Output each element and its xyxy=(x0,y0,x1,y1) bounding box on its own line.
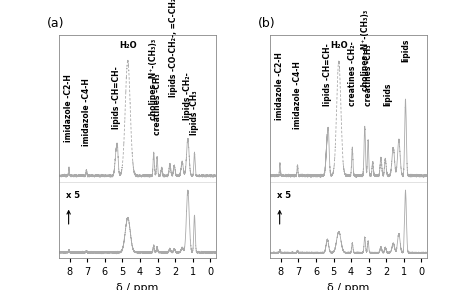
Text: H₂O: H₂O xyxy=(330,41,348,50)
X-axis label: δ / ppm: δ / ppm xyxy=(327,283,370,290)
Text: x 5: x 5 xyxy=(276,191,291,200)
Text: (b): (b) xyxy=(258,17,275,30)
Text: cholines -N⁺-(CH₃)₃: cholines -N⁺-(CH₃)₃ xyxy=(149,38,158,120)
Text: lipids -CH₃: lipids -CH₃ xyxy=(191,91,200,135)
Text: (a): (a) xyxy=(47,17,64,30)
Text: creatines -CH₃: creatines -CH₃ xyxy=(364,45,373,106)
Text: imidazole -C2-H: imidazole -C2-H xyxy=(275,52,284,120)
Text: creatines -CH₂-: creatines -CH₂- xyxy=(348,41,357,106)
Text: lipids -CO-CH₂-, =C-CH₂-C=: lipids -CO-CH₂-, =C-CH₂-C= xyxy=(169,0,178,97)
Text: lipids -CH₂-: lipids -CH₂- xyxy=(183,72,192,120)
Text: lipids: lipids xyxy=(383,83,392,106)
Text: lipids -CH=CH-: lipids -CH=CH- xyxy=(112,66,121,128)
Text: creatines -CH₃: creatines -CH₃ xyxy=(153,74,162,135)
Text: imidazole -C4-H: imidazole -C4-H xyxy=(82,79,91,146)
Text: x 5: x 5 xyxy=(65,191,80,200)
Text: H₂O: H₂O xyxy=(119,41,137,50)
Text: cholines -N⁺-(CH₃)₃: cholines -N⁺-(CH₃)₃ xyxy=(361,9,370,90)
Text: lipids -CH=CH-: lipids -CH=CH- xyxy=(323,44,332,106)
Text: imidazole -C2-H: imidazole -C2-H xyxy=(64,74,73,142)
X-axis label: δ / ppm: δ / ppm xyxy=(116,283,159,290)
Text: imidazole -C4-H: imidazole -C4-H xyxy=(293,61,302,128)
Text: lipids: lipids xyxy=(401,38,410,61)
